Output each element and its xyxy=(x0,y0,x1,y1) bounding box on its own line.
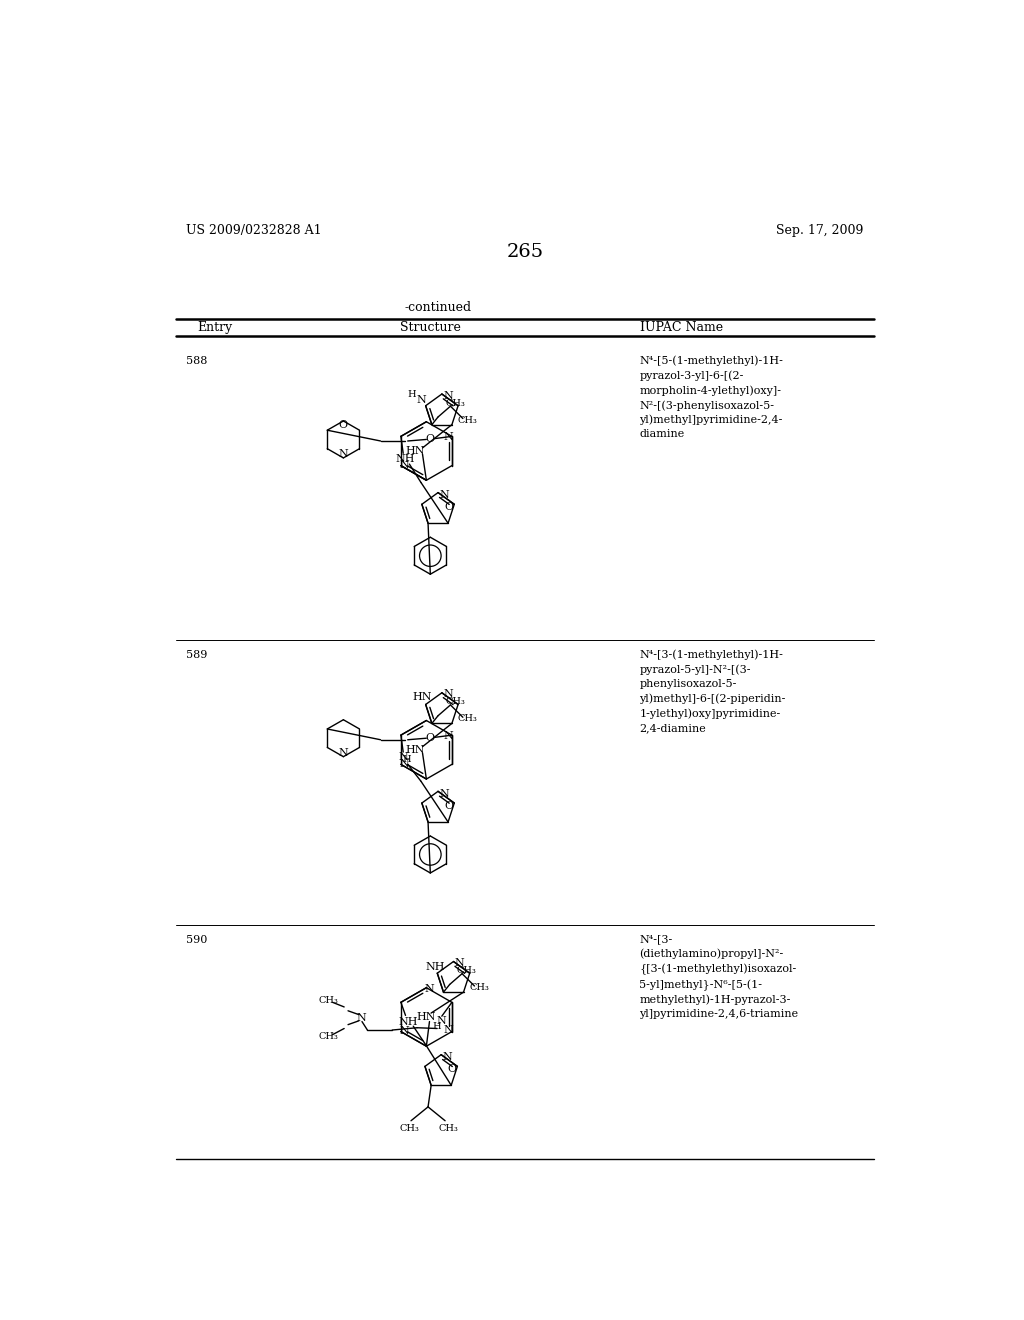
Text: O: O xyxy=(426,733,435,743)
Text: Structure: Structure xyxy=(399,321,461,334)
Text: N: N xyxy=(444,731,454,741)
Text: HN: HN xyxy=(413,692,432,702)
Text: N: N xyxy=(439,788,450,799)
Text: N: N xyxy=(425,985,434,994)
Text: N: N xyxy=(444,1026,454,1035)
Text: N: N xyxy=(399,759,409,768)
Text: N: N xyxy=(443,689,453,700)
Text: CH₃: CH₃ xyxy=(318,1032,339,1040)
Text: 588: 588 xyxy=(186,355,208,366)
Text: CH₃: CH₃ xyxy=(438,1123,458,1133)
Text: Entry: Entry xyxy=(198,321,233,334)
Text: H: H xyxy=(433,1022,441,1031)
Text: N: N xyxy=(339,748,348,758)
Text: NH: NH xyxy=(395,454,416,465)
Text: H: H xyxy=(402,755,412,764)
Text: NH: NH xyxy=(425,962,444,972)
Text: N: N xyxy=(455,958,465,968)
Text: HN: HN xyxy=(417,1012,436,1022)
Text: CH₃: CH₃ xyxy=(469,983,489,993)
Text: N: N xyxy=(444,432,454,442)
Text: CH₃: CH₃ xyxy=(445,697,465,706)
Text: O: O xyxy=(444,801,454,810)
Text: N: N xyxy=(439,490,450,500)
Text: N: N xyxy=(437,1016,446,1026)
Text: HN: HN xyxy=(406,446,425,455)
Text: IUPAC Name: IUPAC Name xyxy=(640,321,723,334)
Text: N: N xyxy=(339,449,348,459)
Text: CH₃: CH₃ xyxy=(445,399,465,408)
Text: O: O xyxy=(444,502,454,512)
Text: CH₃: CH₃ xyxy=(318,997,339,1006)
Text: N: N xyxy=(399,459,409,470)
Text: CH₃: CH₃ xyxy=(399,1123,420,1133)
Text: O: O xyxy=(447,1064,457,1074)
Text: CH₃: CH₃ xyxy=(458,714,477,723)
Text: US 2009/0232828 A1: US 2009/0232828 A1 xyxy=(186,224,322,236)
Text: O: O xyxy=(426,434,435,445)
Text: 589: 589 xyxy=(186,649,208,660)
Text: -continued: -continued xyxy=(404,301,472,314)
Text: H: H xyxy=(408,389,416,399)
Text: N: N xyxy=(399,1026,409,1036)
Text: N⁴-[3-
(diethylamino)propyl]-N²-
{[3-(1-methylethyl)isoxazol-
5-yl]methyl}-N⁶-[5: N⁴-[3- (diethylamino)propyl]-N²- {[3-(1-… xyxy=(640,935,799,1019)
Text: O: O xyxy=(339,420,348,430)
Text: N: N xyxy=(442,1052,453,1063)
Text: NH: NH xyxy=(399,1016,419,1027)
Text: N: N xyxy=(443,391,453,400)
Text: N: N xyxy=(356,1012,366,1023)
Text: 590: 590 xyxy=(186,935,208,945)
Text: CH₃: CH₃ xyxy=(458,416,477,425)
Text: Sep. 17, 2009: Sep. 17, 2009 xyxy=(776,224,863,236)
Text: CH₃: CH₃ xyxy=(457,966,476,975)
Text: HN: HN xyxy=(406,744,425,755)
Text: 265: 265 xyxy=(506,243,544,261)
Text: N⁴-[3-(1-methylethyl)-1H-
pyrazol-5-yl]-N²-[(3-
phenylisoxazol-5-
yl)methyl]-6-[: N⁴-[3-(1-methylethyl)-1H- pyrazol-5-yl]-… xyxy=(640,649,785,733)
Text: N⁴-[5-(1-methylethyl)-1H-
pyrazol-3-yl]-6-[(2-
morpholin-4-ylethyl)oxy]-
N²-[(3-: N⁴-[5-(1-methylethyl)-1H- pyrazol-3-yl]-… xyxy=(640,355,783,440)
Text: N: N xyxy=(398,751,409,762)
Text: N: N xyxy=(416,395,426,404)
